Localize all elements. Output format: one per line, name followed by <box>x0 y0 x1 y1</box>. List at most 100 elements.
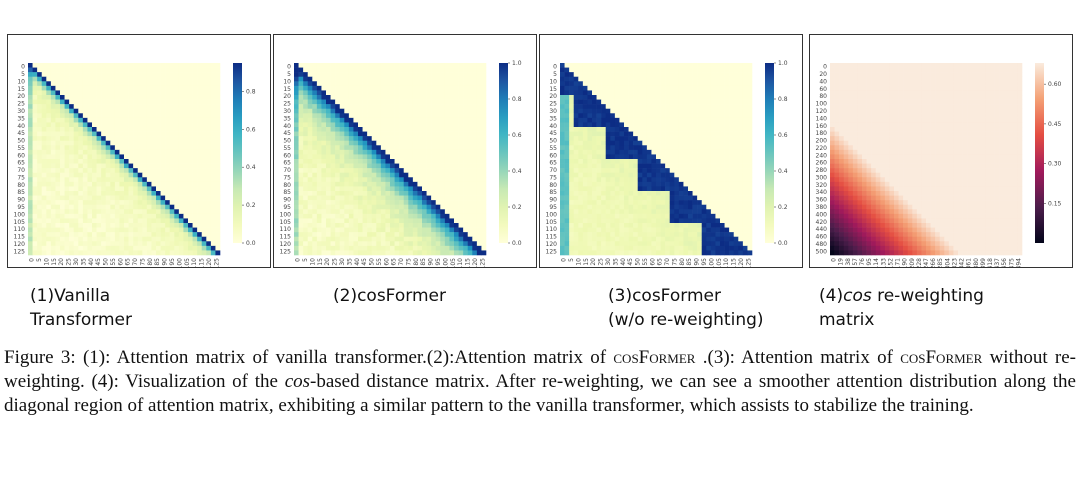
heatmap-cell <box>660 67 666 73</box>
heatmap-cell <box>412 117 418 123</box>
heatmap-cell <box>564 104 570 110</box>
heatmap-cell <box>688 108 693 114</box>
heatmap-cell <box>610 136 616 142</box>
heatmap-cell <box>156 159 161 164</box>
heatmap-cell <box>390 213 395 219</box>
heatmap-cell <box>133 209 139 215</box>
heatmap-cell <box>169 104 175 110</box>
heatmap-cell <box>348 140 354 146</box>
heatmap-cell <box>390 191 395 196</box>
heatmap-cell <box>321 108 327 114</box>
heatmap-cell <box>82 85 88 91</box>
heatmap-cell <box>353 99 359 105</box>
heatmap-cell <box>614 81 620 87</box>
heatmap-cell <box>174 99 180 105</box>
heatmap-cell <box>624 181 629 187</box>
heatmap-cell <box>683 99 689 105</box>
heatmap-cell <box>444 131 450 137</box>
heatmap-cell <box>449 63 455 68</box>
heatmap-cell <box>316 117 322 123</box>
heatmap-cell <box>440 145 446 151</box>
heatmap-cell <box>435 177 441 183</box>
heatmap-cell <box>353 168 359 174</box>
heatmap-cell <box>169 136 175 142</box>
heatmap-cell <box>133 250 139 256</box>
heatmap-cell <box>339 140 345 146</box>
heatmap-cell <box>454 200 459 206</box>
heatmap-cell <box>330 213 336 219</box>
heatmap-cell <box>119 63 125 68</box>
heatmap-cell <box>692 159 698 164</box>
x-tick-label: 110 <box>191 258 198 267</box>
heatmap-cell <box>678 163 684 169</box>
heatmap-cell <box>394 163 400 169</box>
heatmap-cell <box>114 159 120 164</box>
heatmap-cell <box>403 181 409 187</box>
heatmap-cell <box>73 227 79 233</box>
heatmap-cell <box>399 172 405 178</box>
heatmap-cell <box>720 163 725 169</box>
heatmap-cell <box>353 140 359 146</box>
heatmap-cell <box>303 117 309 123</box>
heatmap-cell <box>440 177 446 183</box>
heatmap-cell <box>344 181 350 187</box>
heatmap-cell <box>651 140 657 146</box>
heatmap-cell <box>92 63 97 68</box>
heatmap-cell <box>307 227 313 233</box>
heatmap-cell <box>358 186 363 192</box>
heatmap-cell <box>64 108 70 114</box>
heatmap-cell <box>165 90 171 96</box>
heatmap-cell <box>307 232 313 238</box>
heatmap-cell <box>578 181 584 187</box>
heatmap-cell <box>385 177 391 183</box>
heatmap-cell <box>64 223 70 228</box>
heatmap-cell <box>321 122 327 128</box>
heatmap-cell <box>403 145 409 151</box>
heatmap-cell <box>206 95 212 100</box>
heatmap-cell <box>64 104 70 110</box>
heatmap-cell <box>316 168 322 174</box>
y-tick-label: 95 <box>17 204 25 211</box>
heatmap-cell <box>41 177 47 183</box>
heatmap-cell <box>32 131 38 137</box>
heatmap-cell <box>628 67 634 73</box>
heatmap-cell <box>37 154 43 160</box>
heatmap-cell <box>637 140 643 146</box>
heatmap-cell <box>710 85 716 91</box>
heatmap-cell <box>321 168 327 174</box>
heatmap-cell <box>605 136 611 142</box>
heatmap-cell <box>64 63 70 68</box>
heatmap-cell <box>160 168 166 174</box>
heatmap-cell <box>55 117 61 123</box>
heatmap-cell <box>367 108 373 114</box>
heatmap-cell <box>729 81 735 87</box>
heatmap-cell <box>78 72 84 78</box>
y-tick-label: 65 <box>17 160 25 167</box>
heatmap-cell <box>146 108 152 114</box>
heatmap-cell <box>669 117 675 123</box>
heatmap-cell <box>642 104 648 110</box>
heatmap-cell <box>46 76 52 82</box>
heatmap-cell <box>335 195 341 201</box>
heatmap-cell <box>683 67 689 73</box>
heatmap-cell <box>101 172 107 178</box>
heatmap-cell <box>399 99 405 105</box>
heatmap-cell <box>142 186 148 192</box>
heatmap-cell <box>729 117 735 123</box>
heatmap-cell <box>124 76 129 82</box>
heatmap-cell <box>651 168 657 174</box>
heatmap-cell <box>28 145 33 151</box>
x-tick-label: 110 <box>457 258 464 267</box>
heatmap-cell <box>124 154 129 160</box>
heatmap-cell <box>688 131 693 137</box>
heatmap-cell <box>665 172 671 178</box>
heatmap-cell <box>417 186 423 192</box>
heatmap-cell <box>688 195 693 201</box>
heatmap-cell <box>481 76 487 82</box>
heatmap-cell <box>169 200 175 206</box>
heatmap-cell <box>339 213 345 219</box>
heatmap-cell <box>394 145 400 151</box>
heatmap-cell <box>124 63 129 68</box>
heatmap-cell <box>376 177 382 183</box>
heatmap-cell <box>564 76 570 82</box>
